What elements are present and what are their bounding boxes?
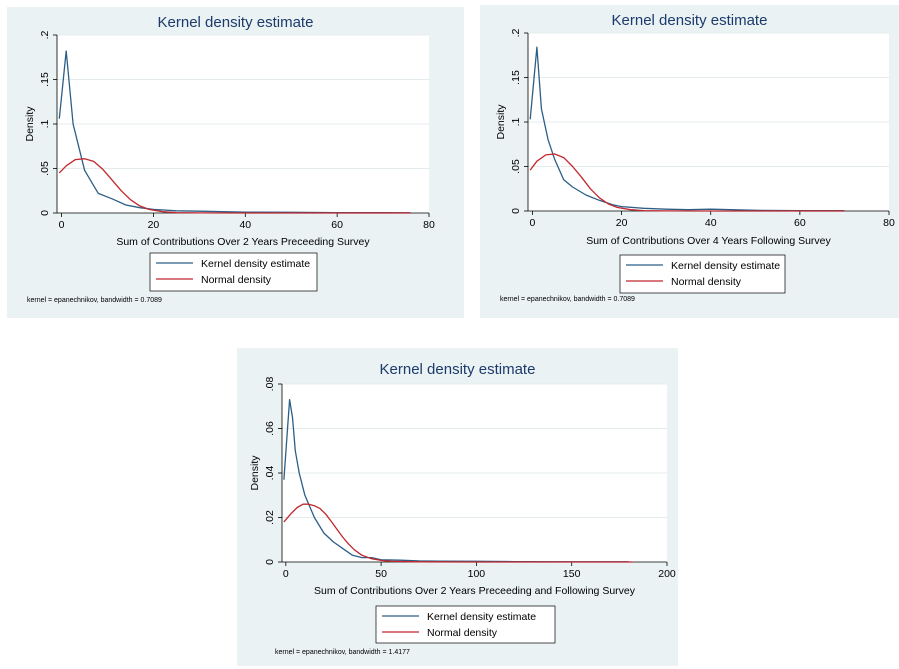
- x-tick-label: 0: [530, 217, 536, 229]
- x-tick-label: 40: [705, 217, 717, 229]
- y-tick-label: .05: [510, 159, 522, 174]
- chart-note: kernel = epanechnikov, bandwidth = 0.708…: [27, 297, 162, 304]
- y-tick-label: .04: [264, 466, 276, 481]
- y-axis-label: Density: [495, 104, 507, 140]
- x-tick-label: 80: [883, 217, 895, 229]
- x-axis-label: Sum of Contributions Over 2 Years Precee…: [116, 236, 370, 248]
- legend-label-kernel: Kernel density estimate: [201, 258, 310, 270]
- y-tick-label: .08: [264, 377, 276, 392]
- chart-title: Kernel density estimate: [158, 14, 314, 31]
- normal-density-line: [283, 503, 633, 563]
- x-tick-label: 0: [283, 568, 289, 580]
- x-tick-label: 50: [375, 568, 387, 580]
- legend-label-normal: Normal density: [201, 274, 272, 286]
- x-tick-label: 60: [331, 219, 343, 231]
- legend-label-normal: Normal density: [671, 276, 742, 288]
- chart-svg-1: Kernel density estimate 0 .05 .1 .15 .2 Densit…: [24, 14, 435, 304]
- chart-title: Kernel density estimate: [380, 361, 536, 378]
- y-axis-label: Density: [249, 455, 261, 491]
- legend-box: [149, 252, 318, 292]
- x-tick-label: 60: [794, 217, 806, 229]
- legend-box: [619, 254, 786, 294]
- legend-label-kernel: Kernel density estimate: [671, 260, 780, 272]
- y-tick-label: .1: [39, 119, 51, 128]
- x-tick-label: 0: [59, 219, 65, 231]
- legend-label-kernel: Kernel density estimate: [427, 611, 536, 623]
- chart-svg-2: Kernel density estimate 0 .05 .1 .15 .2 Densit…: [495, 12, 895, 303]
- normal-density-line: [529, 153, 845, 212]
- x-axis-label: Sum of Contributions Over 4 Years Follow…: [586, 235, 831, 247]
- chart-title: Kernel density estimate: [612, 12, 768, 29]
- y-tick-label: .06: [264, 421, 276, 436]
- x-tick-label: 150: [563, 568, 581, 580]
- chart-note: kernel = epanechnikov, bandwidth = 1.417…: [275, 649, 410, 656]
- x-axis-label: Sum of Contributions Over 2 Years Precee…: [314, 585, 636, 597]
- y-tick-label: 0: [39, 210, 51, 216]
- y-tick-label: .1: [510, 117, 522, 126]
- chart-svg-3: Kernel density estimate 0 .02 .04 .06 .08 Dens…: [249, 361, 676, 656]
- y-tick-label: 0: [264, 559, 276, 565]
- y-tick-label: .15: [39, 72, 51, 87]
- normal-density-line: [58, 158, 411, 214]
- y-tick-label: .15: [510, 70, 522, 85]
- chart-note: kernel = epanechnikov, bandwidth = 0.708…: [500, 296, 635, 303]
- x-tick-label: 40: [239, 219, 251, 231]
- y-axis-label: Density: [24, 106, 36, 142]
- y-tick-label: 0: [510, 208, 522, 214]
- chart-panel-2: Kernel density estimate 0 .05 .1 .15 .2 Densit…: [480, 5, 899, 318]
- x-tick-label: 20: [616, 217, 628, 229]
- x-tick-label: 100: [468, 568, 486, 580]
- legend-box: [375, 605, 556, 644]
- x-tick-label: 80: [423, 219, 435, 231]
- kernel-density-line: [283, 398, 629, 563]
- x-tick-label: 200: [658, 568, 676, 580]
- y-tick-label: .2: [39, 30, 51, 39]
- y-tick-label: .05: [39, 161, 51, 176]
- legend-label-normal: Normal density: [427, 627, 498, 639]
- y-tick-label: .2: [510, 28, 522, 37]
- y-tick-label: .02: [264, 510, 276, 525]
- chart-panel-3: Kernel density estimate 0 .02 .04 .06 .08 Dens…: [237, 348, 678, 666]
- x-tick-label: 20: [148, 219, 160, 231]
- chart-panel-1: Kernel density estimate 0 .05 .1 .15 .2 Densit…: [7, 7, 464, 318]
